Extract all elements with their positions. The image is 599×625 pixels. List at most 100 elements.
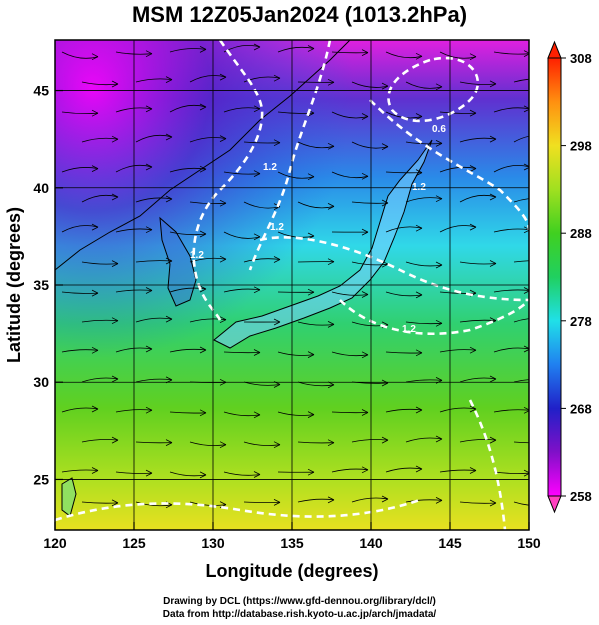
streamline-arrow bbox=[415, 169, 423, 176]
streamline-arrow bbox=[435, 140, 443, 147]
streamline-arrow bbox=[327, 496, 335, 504]
streamline-arrow bbox=[327, 321, 335, 328]
streamline bbox=[405, 379, 443, 383]
streamline-arrow bbox=[489, 499, 497, 507]
streamline bbox=[351, 439, 389, 443]
streamline bbox=[351, 141, 389, 149]
streamline-arrow bbox=[165, 76, 173, 83]
streamline bbox=[61, 469, 99, 473]
streamline bbox=[81, 194, 119, 203]
streamline-arrow bbox=[165, 439, 173, 446]
streamline bbox=[439, 349, 477, 353]
streamline-arrow bbox=[415, 113, 423, 120]
streamline-arrow bbox=[523, 287, 529, 294]
streamline bbox=[223, 471, 261, 476]
streamline-arrow bbox=[361, 291, 369, 298]
streamline bbox=[405, 437, 443, 443]
streamline bbox=[513, 78, 529, 83]
streamline-arrow bbox=[415, 52, 423, 60]
x-tick-label-135: 135 bbox=[280, 535, 304, 551]
streamline bbox=[243, 501, 281, 503]
streamline bbox=[189, 137, 227, 143]
streamline bbox=[223, 171, 261, 175]
streamline bbox=[135, 441, 173, 444]
streamline bbox=[405, 261, 443, 267]
streamline bbox=[189, 441, 227, 446]
contour-label: 1.2 bbox=[263, 162, 277, 173]
credit-drawing: Drawing by DCL (https://www.gfd-dennou.o… bbox=[163, 596, 436, 607]
streamline-arrow bbox=[219, 501, 227, 508]
streamline bbox=[135, 197, 173, 203]
streamline bbox=[405, 197, 443, 203]
streamline bbox=[331, 351, 369, 357]
streamline bbox=[459, 194, 497, 203]
streamline-arrow bbox=[361, 228, 369, 236]
colorbar-scale bbox=[547, 57, 562, 497]
streamline-arrow bbox=[361, 172, 369, 180]
streamline-arrow bbox=[523, 406, 529, 414]
streamline-arrow bbox=[111, 317, 119, 325]
streamline-arrow bbox=[523, 469, 529, 477]
y-tick-label-35: 35 bbox=[33, 277, 49, 293]
streamline bbox=[297, 321, 335, 326]
streamline bbox=[81, 81, 119, 86]
streamline bbox=[243, 76, 281, 83]
streamline-arrow bbox=[361, 49, 369, 56]
streamline-arrow bbox=[469, 53, 477, 61]
streamline bbox=[351, 497, 389, 503]
streamline bbox=[405, 141, 443, 145]
taiwan-island bbox=[61, 477, 77, 517]
streamline-arrow bbox=[199, 46, 207, 53]
streamline bbox=[351, 261, 389, 266]
streamline-arrow bbox=[361, 466, 369, 474]
streamline bbox=[169, 104, 207, 113]
streamline bbox=[61, 407, 99, 413]
streamline-arrow bbox=[307, 173, 315, 181]
streamline bbox=[405, 321, 443, 325]
streamline bbox=[493, 347, 529, 353]
streamline-arrow bbox=[219, 135, 227, 142]
streamline bbox=[297, 201, 335, 209]
streamline bbox=[189, 501, 227, 506]
streamline bbox=[331, 111, 369, 119]
streamline bbox=[385, 351, 423, 354]
contour-label: 1.2 bbox=[270, 222, 284, 233]
streamline-arrow bbox=[253, 43, 261, 51]
streamline bbox=[439, 225, 477, 233]
streamline-arrow bbox=[381, 436, 389, 444]
streamline bbox=[459, 319, 497, 323]
streamline bbox=[513, 379, 529, 383]
streamline bbox=[61, 167, 99, 173]
x-tick-label-150: 150 bbox=[517, 535, 541, 551]
streamline bbox=[169, 411, 207, 414]
streamline bbox=[493, 107, 529, 113]
streamline-arrow bbox=[327, 203, 335, 210]
streamline-arrow bbox=[435, 435, 443, 443]
streamline bbox=[405, 81, 443, 89]
streamline-arrow bbox=[273, 139, 281, 147]
streamline-arrow bbox=[219, 255, 227, 263]
x-tick-label-120: 120 bbox=[43, 535, 67, 551]
streamline-arrow bbox=[523, 226, 529, 234]
streamline bbox=[439, 111, 477, 114]
streamline-arrow bbox=[199, 285, 207, 293]
streamline-arrow bbox=[273, 441, 281, 449]
streamline-arrow bbox=[253, 233, 261, 241]
streamline bbox=[135, 260, 173, 263]
streamline-arrow bbox=[219, 378, 227, 386]
streamline-arrow bbox=[165, 257, 173, 265]
streamline-arrow bbox=[361, 113, 369, 120]
streamline bbox=[81, 501, 119, 504]
streamline bbox=[513, 441, 529, 444]
streamline-arrow bbox=[145, 345, 153, 353]
streamline-arrow bbox=[523, 163, 529, 171]
streamline bbox=[135, 378, 173, 383]
colorbar-label-258: 258 bbox=[570, 489, 592, 504]
streamline-arrow bbox=[415, 224, 423, 232]
streamline-arrow bbox=[469, 165, 477, 172]
colorbar-ticks: 258 268 278 288 298 308 bbox=[561, 51, 592, 504]
x-tick-label-145: 145 bbox=[438, 535, 462, 551]
streamline-arrow bbox=[111, 260, 119, 267]
contour-label: 1.2 bbox=[190, 250, 204, 261]
streamline-arrow bbox=[307, 468, 315, 476]
